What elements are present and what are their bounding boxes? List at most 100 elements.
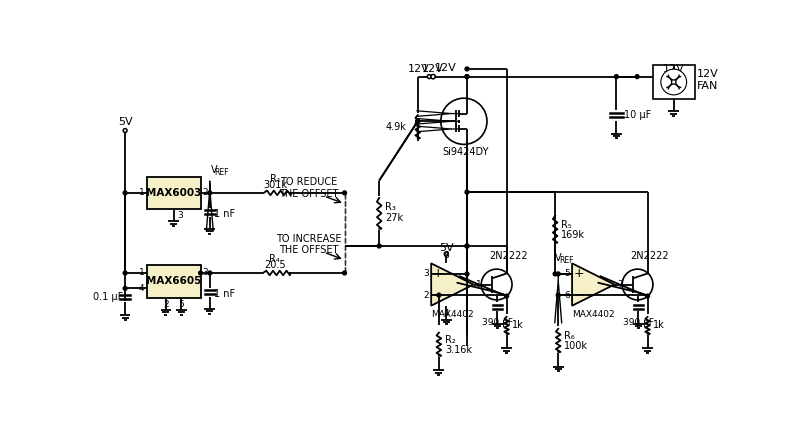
Text: 1 nF: 1 nF [214, 289, 235, 299]
Text: MAX6605: MAX6605 [146, 277, 202, 286]
Circle shape [342, 271, 346, 275]
Text: 390 pF: 390 pF [482, 318, 513, 326]
Circle shape [342, 191, 346, 195]
Text: 100k: 100k [564, 341, 588, 351]
Text: Si9424DY: Si9424DY [442, 148, 489, 157]
Text: 1: 1 [138, 188, 144, 198]
Circle shape [208, 191, 212, 195]
Text: R₁: R₁ [270, 173, 281, 184]
Text: FAN: FAN [698, 81, 718, 91]
Text: MAX6003: MAX6003 [146, 188, 202, 198]
Text: 3: 3 [202, 268, 208, 277]
Circle shape [437, 293, 441, 297]
Circle shape [465, 244, 469, 248]
Circle shape [416, 120, 420, 123]
Text: 4: 4 [138, 284, 144, 293]
Circle shape [123, 191, 127, 195]
Text: 5: 5 [564, 269, 570, 278]
Text: 12V: 12V [663, 63, 685, 74]
Text: 3: 3 [423, 269, 429, 278]
Text: 4: 4 [443, 309, 449, 318]
Circle shape [123, 128, 127, 132]
Bar [653, 65, 695, 99]
Text: 1k: 1k [512, 320, 524, 330]
Circle shape [672, 74, 676, 78]
Text: TO REDUCE
THE OFFSET: TO REDUCE THE OFFSET [278, 178, 338, 199]
Circle shape [661, 69, 686, 95]
Circle shape [378, 244, 381, 248]
Text: 1: 1 [138, 268, 144, 277]
Text: 5V: 5V [118, 117, 133, 127]
Circle shape [431, 74, 435, 78]
Circle shape [465, 67, 469, 71]
Text: MAX4402: MAX4402 [431, 310, 474, 319]
Bar [146, 265, 201, 297]
Polygon shape [572, 263, 614, 306]
Circle shape [556, 293, 560, 297]
Text: 301k: 301k [264, 180, 288, 190]
Text: R₂: R₂ [445, 335, 456, 345]
Text: 10 μF: 10 μF [624, 110, 651, 120]
Text: R₆: R₆ [564, 331, 575, 342]
Text: 2: 2 [202, 188, 208, 198]
Circle shape [123, 286, 127, 290]
Circle shape [465, 74, 469, 78]
Text: 27k: 27k [386, 213, 403, 223]
Text: −: − [432, 288, 444, 302]
Text: 6: 6 [564, 291, 570, 300]
Circle shape [505, 294, 509, 298]
Circle shape [465, 190, 469, 194]
Text: 4.9k: 4.9k [386, 122, 407, 132]
Circle shape [208, 271, 212, 275]
Text: V: V [211, 165, 218, 175]
Circle shape [431, 74, 435, 79]
Text: 2N2222: 2N2222 [630, 252, 668, 261]
Polygon shape [431, 263, 474, 306]
Text: 8: 8 [443, 251, 449, 260]
Text: 20.5: 20.5 [264, 260, 286, 270]
Circle shape [198, 271, 202, 275]
Circle shape [646, 294, 650, 298]
Text: 1k: 1k [653, 320, 665, 330]
Circle shape [465, 272, 469, 276]
Text: TO INCREASE
THE OFFSET: TO INCREASE THE OFFSET [276, 234, 341, 255]
Circle shape [622, 269, 653, 300]
Text: 12V: 12V [434, 63, 456, 73]
Text: R₅: R₅ [562, 220, 572, 230]
Text: 5: 5 [178, 300, 184, 309]
Text: +: + [574, 268, 584, 281]
Text: 1 nF: 1 nF [214, 209, 235, 219]
Circle shape [482, 269, 512, 300]
Text: 390 pF: 390 pF [623, 318, 654, 326]
Text: 3.16k: 3.16k [445, 345, 472, 355]
Text: 12V: 12V [698, 69, 719, 79]
Text: 12V: 12V [422, 63, 444, 74]
Text: 3: 3 [178, 211, 183, 219]
Circle shape [635, 74, 639, 78]
Text: R₃: R₃ [386, 202, 396, 212]
Text: REF: REF [214, 169, 229, 178]
Text: 5V: 5V [439, 243, 454, 252]
Text: R₄: R₄ [270, 254, 280, 264]
Circle shape [444, 252, 448, 256]
Circle shape [123, 271, 127, 275]
Circle shape [427, 74, 431, 78]
Text: −: − [574, 288, 585, 302]
Text: 169k: 169k [562, 230, 586, 240]
Circle shape [465, 244, 469, 248]
Text: 2: 2 [423, 291, 429, 300]
Circle shape [441, 98, 487, 145]
Circle shape [465, 74, 469, 78]
Circle shape [614, 74, 618, 78]
Bar [146, 177, 201, 209]
Text: 7: 7 [617, 280, 622, 289]
Text: V: V [555, 253, 562, 263]
Text: REF: REF [559, 256, 574, 265]
Circle shape [554, 272, 557, 276]
Circle shape [416, 120, 420, 123]
Text: 0.1 μF: 0.1 μF [93, 292, 122, 302]
Circle shape [556, 272, 560, 276]
Text: 2N2222: 2N2222 [489, 252, 527, 261]
Text: 12V: 12V [407, 63, 430, 74]
Text: +: + [433, 268, 443, 281]
